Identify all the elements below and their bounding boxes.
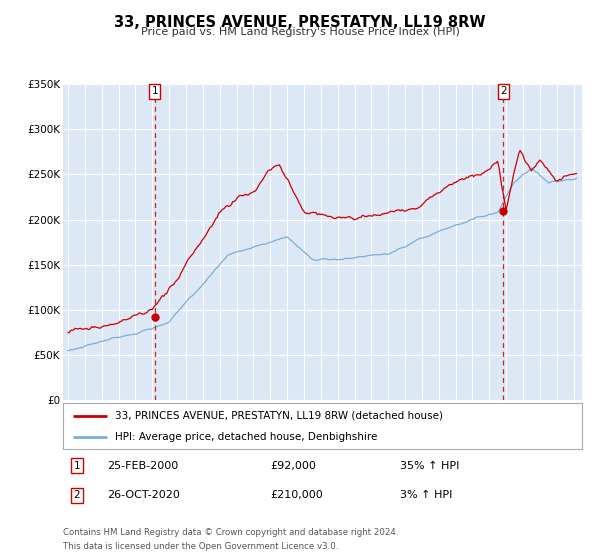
Text: Contains HM Land Registry data © Crown copyright and database right 2024.: Contains HM Land Registry data © Crown c…: [63, 528, 398, 537]
Text: £210,000: £210,000: [271, 491, 323, 500]
Text: HPI: Average price, detached house, Denbighshire: HPI: Average price, detached house, Denb…: [115, 432, 377, 442]
Text: 2: 2: [74, 491, 80, 500]
Text: 33, PRINCES AVENUE, PRESTATYN, LL19 8RW (detached house): 33, PRINCES AVENUE, PRESTATYN, LL19 8RW …: [115, 410, 443, 421]
Text: This data is licensed under the Open Government Licence v3.0.: This data is licensed under the Open Gov…: [63, 542, 338, 550]
Text: £92,000: £92,000: [271, 461, 316, 470]
Text: 1: 1: [151, 86, 158, 96]
Text: 3% ↑ HPI: 3% ↑ HPI: [400, 491, 453, 500]
Text: 25-FEB-2000: 25-FEB-2000: [107, 461, 178, 470]
Text: Price paid vs. HM Land Registry's House Price Index (HPI): Price paid vs. HM Land Registry's House …: [140, 27, 460, 37]
Text: 26-OCT-2020: 26-OCT-2020: [107, 491, 180, 500]
Text: 2: 2: [500, 86, 506, 96]
Text: 1: 1: [74, 461, 80, 470]
Text: 33, PRINCES AVENUE, PRESTATYN, LL19 8RW: 33, PRINCES AVENUE, PRESTATYN, LL19 8RW: [114, 15, 486, 30]
Text: 35% ↑ HPI: 35% ↑ HPI: [400, 461, 460, 470]
